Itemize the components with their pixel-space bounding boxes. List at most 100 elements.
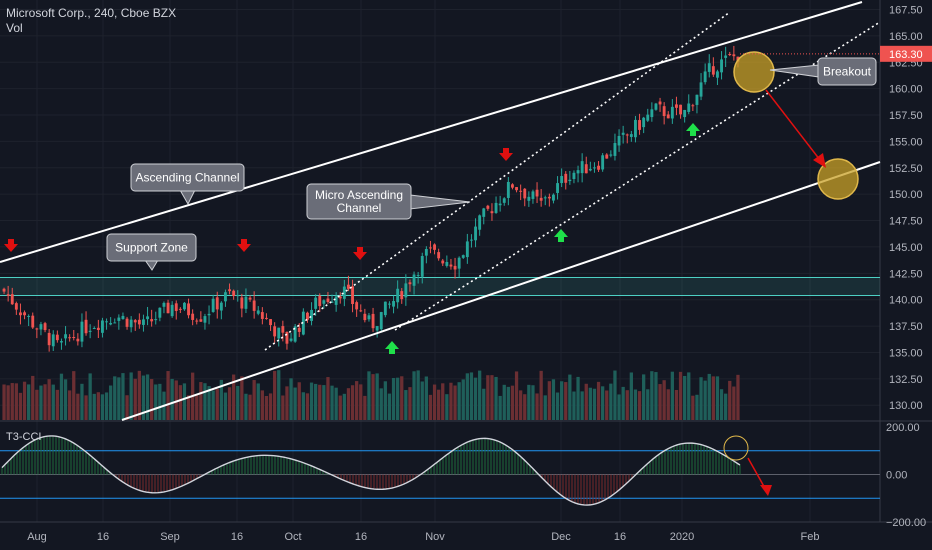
ascending-channel-callout-box	[130, 163, 245, 192]
volume-bar	[482, 388, 486, 420]
candle-body	[240, 297, 244, 309]
volume-bar	[568, 374, 572, 420]
volume-bar	[293, 387, 297, 420]
volume-bar	[555, 392, 560, 420]
volume-bar	[318, 384, 322, 420]
support-zone-callout-box	[106, 233, 197, 262]
candle-body	[470, 239, 473, 241]
volume-label: Vol	[6, 21, 23, 35]
volume-bar	[432, 384, 437, 420]
cci-arrow-head	[760, 485, 772, 496]
volume-bar	[309, 382, 314, 420]
volume-bar	[22, 381, 27, 420]
candle-body	[707, 63, 711, 72]
candle-body	[670, 106, 674, 119]
volume-bar	[72, 371, 76, 420]
volume-bar	[39, 385, 43, 420]
volume-bar	[232, 374, 236, 420]
candle-body	[519, 190, 523, 192]
volume-bar	[695, 394, 699, 420]
candle-body	[47, 332, 51, 346]
candle-body	[142, 319, 145, 325]
candle-body	[195, 320, 199, 322]
candle-body	[68, 337, 72, 339]
volume-bar	[84, 395, 88, 420]
volume-bar	[285, 386, 289, 420]
volume-bar	[715, 376, 720, 420]
micro-channel-upper	[264, 11, 731, 351]
price-tick-label: 165.00	[889, 31, 923, 43]
candle-body	[379, 312, 383, 330]
candle-body	[314, 297, 318, 309]
volume-bar	[273, 371, 277, 420]
candle-body	[342, 286, 346, 299]
candle-body	[539, 197, 543, 201]
volume-bar	[322, 385, 326, 420]
volume-bar	[691, 395, 695, 420]
candle-body	[72, 336, 76, 338]
candle-body	[502, 198, 506, 203]
up-arrow-icon	[554, 229, 568, 242]
volume-bar	[76, 393, 80, 420]
candle-body	[490, 211, 494, 214]
candle-body	[80, 321, 84, 342]
price-tick-label: 132.50	[889, 374, 923, 386]
candle-body	[187, 303, 190, 316]
volume-bar	[437, 389, 441, 420]
volume-bar	[617, 394, 621, 420]
volume-bar	[129, 372, 133, 420]
candle-body	[330, 301, 334, 303]
candle-body	[150, 319, 154, 322]
candle-body	[629, 134, 633, 137]
candle-body	[642, 117, 646, 128]
volume-bar	[445, 394, 449, 420]
volume-bar	[14, 383, 18, 420]
candle-body	[572, 172, 576, 180]
volume-bar	[137, 370, 141, 420]
candle-body	[19, 312, 22, 316]
candle-body	[310, 309, 313, 321]
candle-body	[392, 301, 395, 307]
volume-bar	[244, 393, 248, 420]
candle-body	[498, 203, 502, 206]
volume-bar	[227, 387, 232, 420]
volume-bar	[646, 389, 650, 420]
cci-line	[1, 435, 741, 506]
up-arrow-icon	[385, 341, 399, 354]
volume-bar	[576, 376, 580, 420]
candle-body	[326, 298, 330, 302]
candle-body	[547, 196, 551, 199]
volume-bar	[494, 376, 498, 420]
volume-bar	[326, 377, 330, 420]
candle-body	[445, 262, 449, 266]
volume-bar	[363, 395, 367, 420]
volume-bar	[240, 376, 244, 420]
volume-bar	[158, 383, 162, 420]
volume-bar	[732, 386, 736, 420]
candle-body	[601, 155, 605, 170]
breakout-circle	[733, 51, 775, 93]
volume-bar	[100, 394, 105, 420]
volume-bar	[461, 379, 465, 420]
candle-body	[256, 310, 260, 314]
volume-bar	[141, 375, 146, 420]
candle-body	[27, 315, 31, 317]
candle-body	[166, 302, 170, 314]
candle-body	[732, 54, 736, 57]
candle-body	[158, 307, 162, 318]
down-arrow-icon	[353, 247, 367, 260]
candle-body	[552, 194, 555, 201]
volume-bar	[621, 386, 625, 420]
ascending-channel-callout: Ascending Channel	[130, 163, 245, 206]
volume-bar	[724, 393, 728, 420]
candle-body	[277, 327, 281, 339]
volume-bar	[203, 383, 207, 420]
volume-bar	[338, 395, 342, 420]
candle-body	[687, 103, 691, 112]
volume-bar	[699, 377, 703, 420]
candle-body	[429, 247, 432, 249]
volume-bar	[519, 390, 523, 420]
candle-body	[576, 170, 580, 174]
volume-bar	[80, 383, 84, 420]
